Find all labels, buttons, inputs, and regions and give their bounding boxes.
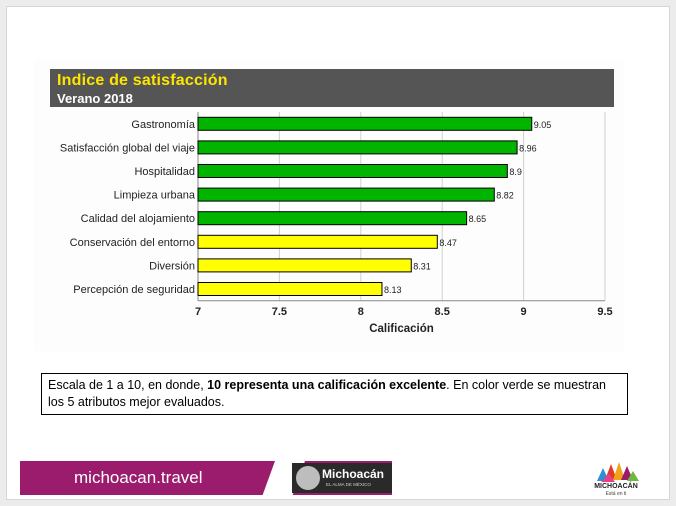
bar bbox=[197, 234, 438, 249]
x-tick-label: 8.5 bbox=[435, 306, 450, 318]
value-label: 8.9 bbox=[509, 167, 522, 177]
value-label: 8.82 bbox=[496, 191, 514, 201]
value-label: 8.13 bbox=[384, 285, 402, 295]
value-label: 8.96 bbox=[519, 143, 537, 153]
note-text-bold: 10 representa una calificación excelente bbox=[207, 378, 447, 392]
x-tick-label: 9.5 bbox=[597, 306, 612, 318]
michoacan-logo-icon bbox=[597, 462, 639, 482]
footer-bar: michoacan.travel Michoacán EL ALMA DE MÉ… bbox=[20, 461, 392, 495]
note-text-prefix: Escala de 1 a 10, en donde, bbox=[48, 378, 208, 392]
bar bbox=[197, 258, 412, 273]
chart-title: Indice de satisfacción bbox=[57, 72, 228, 89]
chart-panel bbox=[34, 59, 624, 351]
x-tick-label: 7 bbox=[195, 306, 201, 318]
category-label: Hospitalidad bbox=[134, 166, 195, 178]
brand-name: Michoacán bbox=[322, 467, 385, 481]
value-label: 9.05 bbox=[534, 120, 552, 130]
category-label: Gastronomía bbox=[131, 119, 195, 131]
category-label: Conservación del entorno bbox=[70, 237, 195, 249]
value-label: 8.47 bbox=[439, 238, 457, 248]
category-label: Limpieza urbana bbox=[114, 190, 196, 202]
brand-tagline: EL ALMA DE MÉXICO bbox=[326, 482, 371, 487]
bar bbox=[197, 116, 533, 131]
bar bbox=[197, 140, 518, 155]
note-text-suffix: . En color verde se muestran los 5 atrib… bbox=[48, 378, 606, 409]
bar bbox=[197, 211, 468, 226]
footer-site-link[interactable]: michoacan.travel bbox=[74, 468, 203, 487]
category-label: Percepción de seguridad bbox=[73, 284, 195, 296]
category-label: Diversión bbox=[149, 260, 195, 272]
bar bbox=[197, 164, 508, 178]
value-label: 8.65 bbox=[469, 214, 487, 224]
x-tick-label: 7.5 bbox=[272, 306, 287, 318]
category-label: Satisfacción global del viaje bbox=[60, 142, 195, 154]
note-box: Escala de 1 a 10, en donde, 10 represent… bbox=[41, 373, 628, 415]
logo-name: MICHOACÁN bbox=[594, 483, 638, 490]
brand-emblem-icon bbox=[296, 466, 320, 490]
x-tick-label: 8 bbox=[358, 306, 364, 318]
chart-subtitle: Verano 2018 bbox=[57, 91, 133, 106]
footer-brand: Michoacán EL ALMA DE MÉXICO bbox=[292, 463, 392, 493]
category-label: Calidad del alojamiento bbox=[81, 213, 195, 225]
value-label: 8.31 bbox=[413, 261, 431, 271]
bar bbox=[197, 187, 495, 202]
logo-tagline: Está en ti bbox=[605, 491, 627, 497]
chart-title-bar bbox=[50, 69, 614, 107]
x-tick-label: 9 bbox=[521, 306, 527, 318]
x-axis-title: Calificación bbox=[369, 323, 434, 335]
bar bbox=[197, 282, 383, 296]
